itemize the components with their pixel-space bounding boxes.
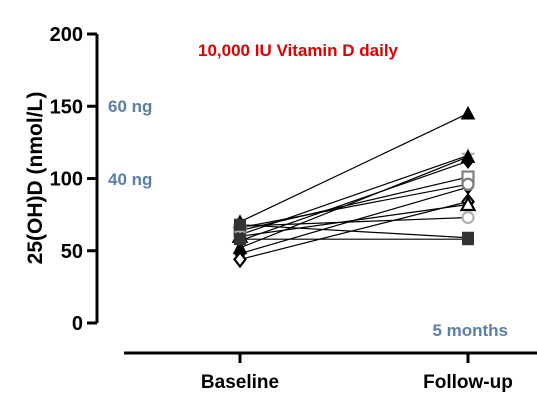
series-line bbox=[239, 224, 469, 239]
y-axis-title: 25(OH)D (nmol/L) bbox=[24, 92, 47, 265]
series-line bbox=[239, 216, 469, 227]
y-tick-label: 150 bbox=[50, 96, 83, 118]
series-line bbox=[239, 203, 469, 237]
triangle-marker bbox=[460, 105, 476, 120]
annotation-40-ng: 40 ng bbox=[108, 170, 152, 189]
x-tick-label: Follow-up bbox=[423, 372, 513, 393]
series-line bbox=[239, 176, 469, 232]
series-line bbox=[239, 183, 469, 229]
duration-note: 5 months bbox=[432, 321, 508, 340]
square-marker bbox=[234, 233, 246, 246]
y-tick-label: 0 bbox=[72, 313, 83, 335]
diamond-marker bbox=[233, 250, 247, 269]
series-lines bbox=[239, 112, 469, 261]
y-tick-label: 200 bbox=[50, 24, 83, 46]
series-line bbox=[239, 156, 469, 249]
series-line bbox=[239, 201, 469, 261]
square-marker bbox=[234, 218, 246, 231]
y-tick-label: 50 bbox=[61, 241, 83, 263]
series-line bbox=[239, 112, 469, 223]
triangle-marker bbox=[459, 195, 477, 212]
series-markers bbox=[231, 105, 477, 269]
axes: 0 50 100 150 200 Baseline Follow-up bbox=[50, 24, 537, 393]
triangle-marker bbox=[460, 149, 476, 163]
circle-marker bbox=[461, 177, 475, 191]
series-line bbox=[239, 160, 469, 242]
x-tick-label: Baseline bbox=[201, 372, 279, 393]
chart-title: 10,000 IU Vitamin D daily bbox=[198, 41, 399, 60]
circle-marker bbox=[461, 210, 475, 225]
y-tick-label: 100 bbox=[50, 169, 83, 191]
square-marker bbox=[462, 233, 474, 246]
annotation-60-ng: 60 ng bbox=[108, 97, 152, 116]
